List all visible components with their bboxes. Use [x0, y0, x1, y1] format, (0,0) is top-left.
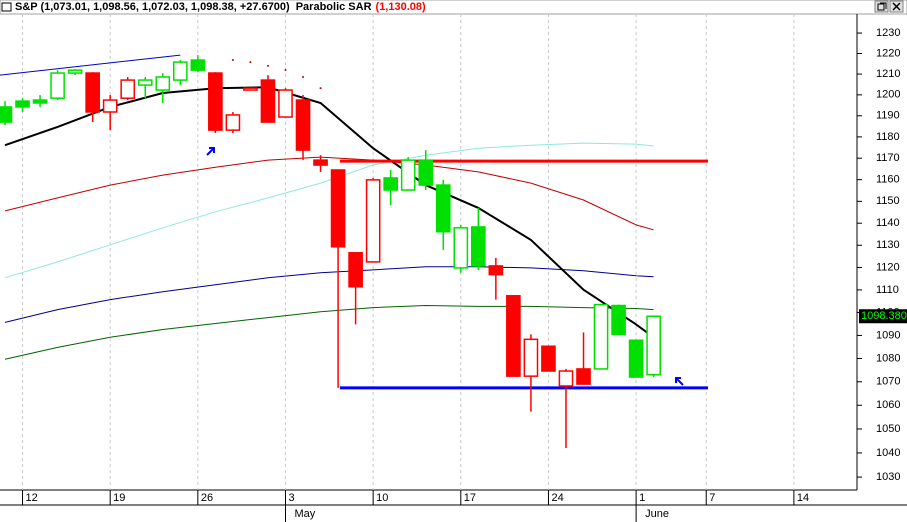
y-tick-label: 1230: [876, 27, 900, 39]
y-tick-label: 1040: [876, 447, 900, 459]
arrow: [206, 147, 215, 156]
candle-body: [120, 79, 136, 99]
candle-body: [453, 227, 469, 269]
header-indicator-value: (1,130.08): [376, 1, 426, 13]
candle-body: [260, 79, 276, 123]
header-icon: [1, 2, 12, 12]
indicator-line: [4, 304, 654, 360]
candle-body: [348, 252, 363, 288]
candle-body: [506, 295, 521, 377]
restore-button[interactable]: [874, 0, 889, 13]
y-tick-label: 1200: [876, 89, 900, 101]
candle-body: [313, 159, 328, 166]
candle-body: [435, 184, 451, 233]
last-value-box: [859, 309, 907, 324]
candle-body: [155, 76, 171, 91]
x-tick-label: 10: [376, 492, 388, 504]
candle-body: [646, 315, 661, 376]
month-label: May: [294, 508, 315, 520]
candle-body: [558, 370, 574, 387]
y-tick-label: 1150: [876, 195, 900, 207]
y-tick-label: 1130: [876, 239, 900, 251]
sar-dot: [249, 61, 252, 64]
indicator-line: [4, 266, 654, 323]
x-tick-label: 19: [113, 492, 125, 504]
y-tick-label: 1190: [876, 110, 900, 122]
x-tick-label: 26: [201, 492, 213, 504]
candle-body: [190, 59, 206, 71]
candle-body: [383, 177, 399, 191]
y-tick-label: 1080: [876, 352, 900, 364]
candle-body: [576, 368, 591, 385]
y-tick-label: 1170: [876, 152, 900, 164]
indicator-line: [4, 86, 655, 339]
candle-body: [278, 89, 293, 118]
candle-body: [628, 339, 644, 378]
candle-body: [0, 106, 13, 123]
sar-dot: [302, 75, 305, 78]
y-tick-label: 1110: [876, 284, 899, 296]
month-label: June: [645, 508, 669, 520]
y-tick-label: 1220: [876, 47, 900, 59]
sar-dot: [231, 59, 234, 62]
y-tick-label: 1090: [876, 329, 900, 341]
arrow: [675, 377, 684, 386]
candle-body: [102, 99, 118, 113]
candle-body: [295, 99, 311, 151]
candle-body: [523, 338, 539, 377]
candle-body: [611, 304, 626, 336]
header-bar: [0, 0, 907, 15]
candle-body: [137, 79, 153, 86]
y-tick-label: 1210: [876, 68, 900, 80]
x-tick-label: 24: [551, 492, 563, 504]
y-tick-label: 1050: [876, 423, 900, 435]
candle-body: [330, 169, 346, 248]
sar-dot: [266, 64, 269, 67]
indicator-line: [0, 54, 181, 76]
sar-dot: [284, 68, 287, 71]
sar-dot: [319, 87, 322, 90]
y-tick-label: 1030: [876, 471, 900, 483]
candle-body: [593, 303, 609, 370]
y-tick-label: 1070: [876, 376, 900, 388]
candle-body: [172, 61, 188, 81]
y-tick-label: 1060: [876, 399, 900, 411]
candle-body: [225, 114, 241, 131]
x-tick-label: 3: [288, 492, 294, 504]
candle-body: [365, 179, 381, 263]
candle-body: [471, 226, 486, 267]
x-tick-label: 12: [26, 492, 38, 504]
candle-body: [208, 72, 223, 131]
candle-body: [400, 159, 416, 191]
x-tick-label: 7: [709, 492, 715, 504]
candle-body: [541, 345, 556, 372]
restore-icon: [877, 2, 887, 11]
y-tick-label: 1140: [876, 217, 900, 229]
candle-body: [67, 69, 83, 74]
last-value-label: 1098.380: [861, 310, 907, 322]
y-tick-label: 1120: [876, 261, 900, 273]
x-tick-label: 1: [639, 492, 645, 504]
candle-body: [243, 87, 258, 91]
header-symbol: S&P (1,073.01, 1,098.56, 1,072.03, 1,098…: [15, 1, 290, 13]
x-tick-label: 17: [464, 492, 476, 504]
close-icon: [892, 2, 901, 11]
candle-body: [32, 99, 48, 104]
header-indicator: Parabolic SAR: [296, 1, 372, 13]
y-tick-label: 1160: [876, 174, 900, 186]
x-tick-label: 14: [797, 492, 809, 504]
candle-body: [418, 159, 434, 186]
candle-body: [15, 100, 30, 108]
candle-body: [85, 72, 100, 113]
y-tick-label: 1180: [876, 131, 900, 143]
indicator-line: [4, 156, 654, 231]
indicator-line: [4, 142, 654, 279]
candle-body: [488, 265, 504, 276]
candle-body: [50, 72, 65, 99]
